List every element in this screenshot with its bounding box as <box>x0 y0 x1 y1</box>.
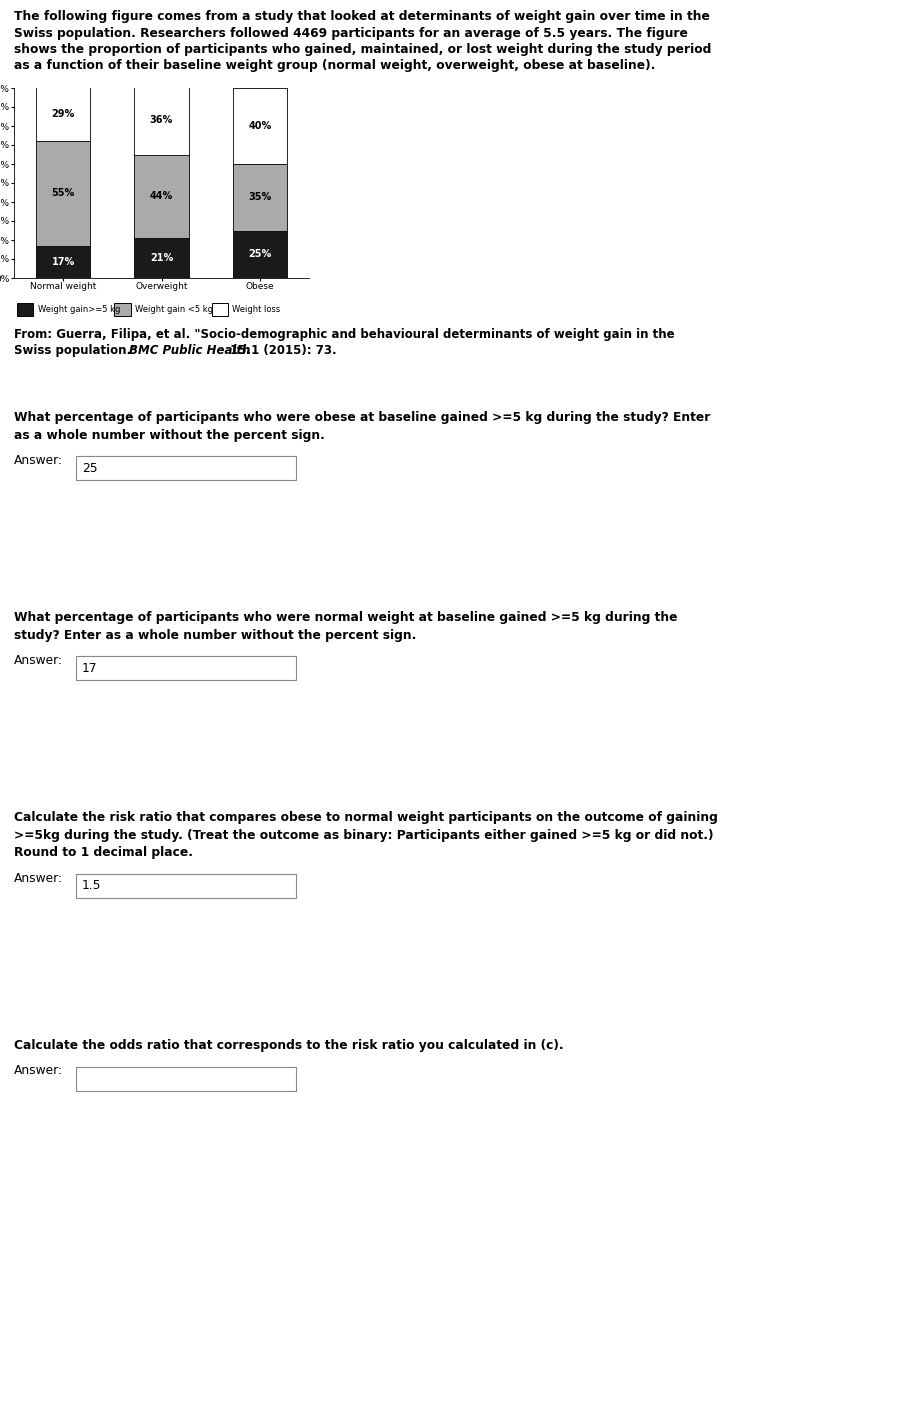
Text: The following figure comes from a study that looked at determinants of weight ga: The following figure comes from a study … <box>14 10 710 23</box>
FancyBboxPatch shape <box>76 656 296 681</box>
Text: Weight loss: Weight loss <box>233 305 280 313</box>
Bar <box>36 141 90 246</box>
Text: 25%: 25% <box>248 249 271 259</box>
Bar <box>135 238 189 278</box>
Bar <box>36 85 90 141</box>
Text: Round to 1 decimal place.: Round to 1 decimal place. <box>14 846 193 859</box>
Text: Answer:: Answer: <box>14 454 63 467</box>
Bar <box>36 246 90 278</box>
Text: 25: 25 <box>82 461 98 474</box>
Text: 55%: 55% <box>51 188 75 198</box>
Bar <box>233 231 287 278</box>
Text: 17: 17 <box>82 662 97 675</box>
Text: Calculate the odds ratio that corresponds to the risk ratio you calculated in (c: Calculate the odds ratio that correspond… <box>14 1040 563 1052</box>
Text: 1.5: 1.5 <box>82 879 102 891</box>
Text: 36%: 36% <box>150 115 173 125</box>
Text: 29%: 29% <box>51 108 75 118</box>
Bar <box>135 154 189 238</box>
Text: Weight gain>=5 kg: Weight gain>=5 kg <box>38 305 120 313</box>
Text: Answer:: Answer: <box>14 654 63 666</box>
FancyBboxPatch shape <box>76 1067 296 1091</box>
Text: 35%: 35% <box>248 192 271 202</box>
Text: study? Enter as a whole number without the percent sign.: study? Enter as a whole number without t… <box>14 628 417 641</box>
Bar <box>233 164 287 231</box>
Text: shows the proportion of participants who gained, maintained, or lost weight duri: shows the proportion of participants who… <box>14 43 712 56</box>
Text: 15.1 (2015): 73.: 15.1 (2015): 73. <box>226 345 336 357</box>
Text: >=5kg during the study. (Treat the outcome as binary: Participants either gained: >=5kg during the study. (Treat the outco… <box>14 829 714 842</box>
FancyBboxPatch shape <box>76 873 296 897</box>
FancyBboxPatch shape <box>212 303 228 316</box>
Text: Swiss population.": Swiss population." <box>14 345 141 357</box>
Text: What percentage of participants who were obese at baseline gained >=5 kg during : What percentage of participants who were… <box>14 412 711 424</box>
Text: as a whole number without the percent sign.: as a whole number without the percent si… <box>14 429 325 441</box>
Text: BMC Public Health: BMC Public Health <box>129 345 250 357</box>
Text: From: Guerra, Filipa, et al. "Socio-demographic and behavioural determinants of : From: Guerra, Filipa, et al. "Socio-demo… <box>14 328 674 340</box>
Text: Answer:: Answer: <box>14 1065 63 1078</box>
FancyBboxPatch shape <box>17 303 33 316</box>
Text: Calculate the risk ratio that compares obese to normal weight participants on th: Calculate the risk ratio that compares o… <box>14 812 718 824</box>
Text: 17%: 17% <box>51 256 75 266</box>
Text: Weight gain <5 kg: Weight gain <5 kg <box>135 305 213 313</box>
FancyBboxPatch shape <box>76 456 296 480</box>
Text: 40%: 40% <box>248 121 271 131</box>
Text: 44%: 44% <box>150 191 173 201</box>
Bar <box>233 88 287 164</box>
Text: Swiss population. Researchers followed 4469 participants for an average of 5.5 y: Swiss population. Researchers followed 4… <box>14 27 688 40</box>
Text: 21%: 21% <box>150 253 173 263</box>
Text: What percentage of participants who were normal weight at baseline gained >=5 kg: What percentage of participants who were… <box>14 611 678 624</box>
Bar <box>135 85 189 154</box>
Text: Answer:: Answer: <box>14 871 63 884</box>
FancyBboxPatch shape <box>114 303 130 316</box>
Text: as a function of their baseline weight group (normal weight, overweight, obese a: as a function of their baseline weight g… <box>14 60 655 73</box>
